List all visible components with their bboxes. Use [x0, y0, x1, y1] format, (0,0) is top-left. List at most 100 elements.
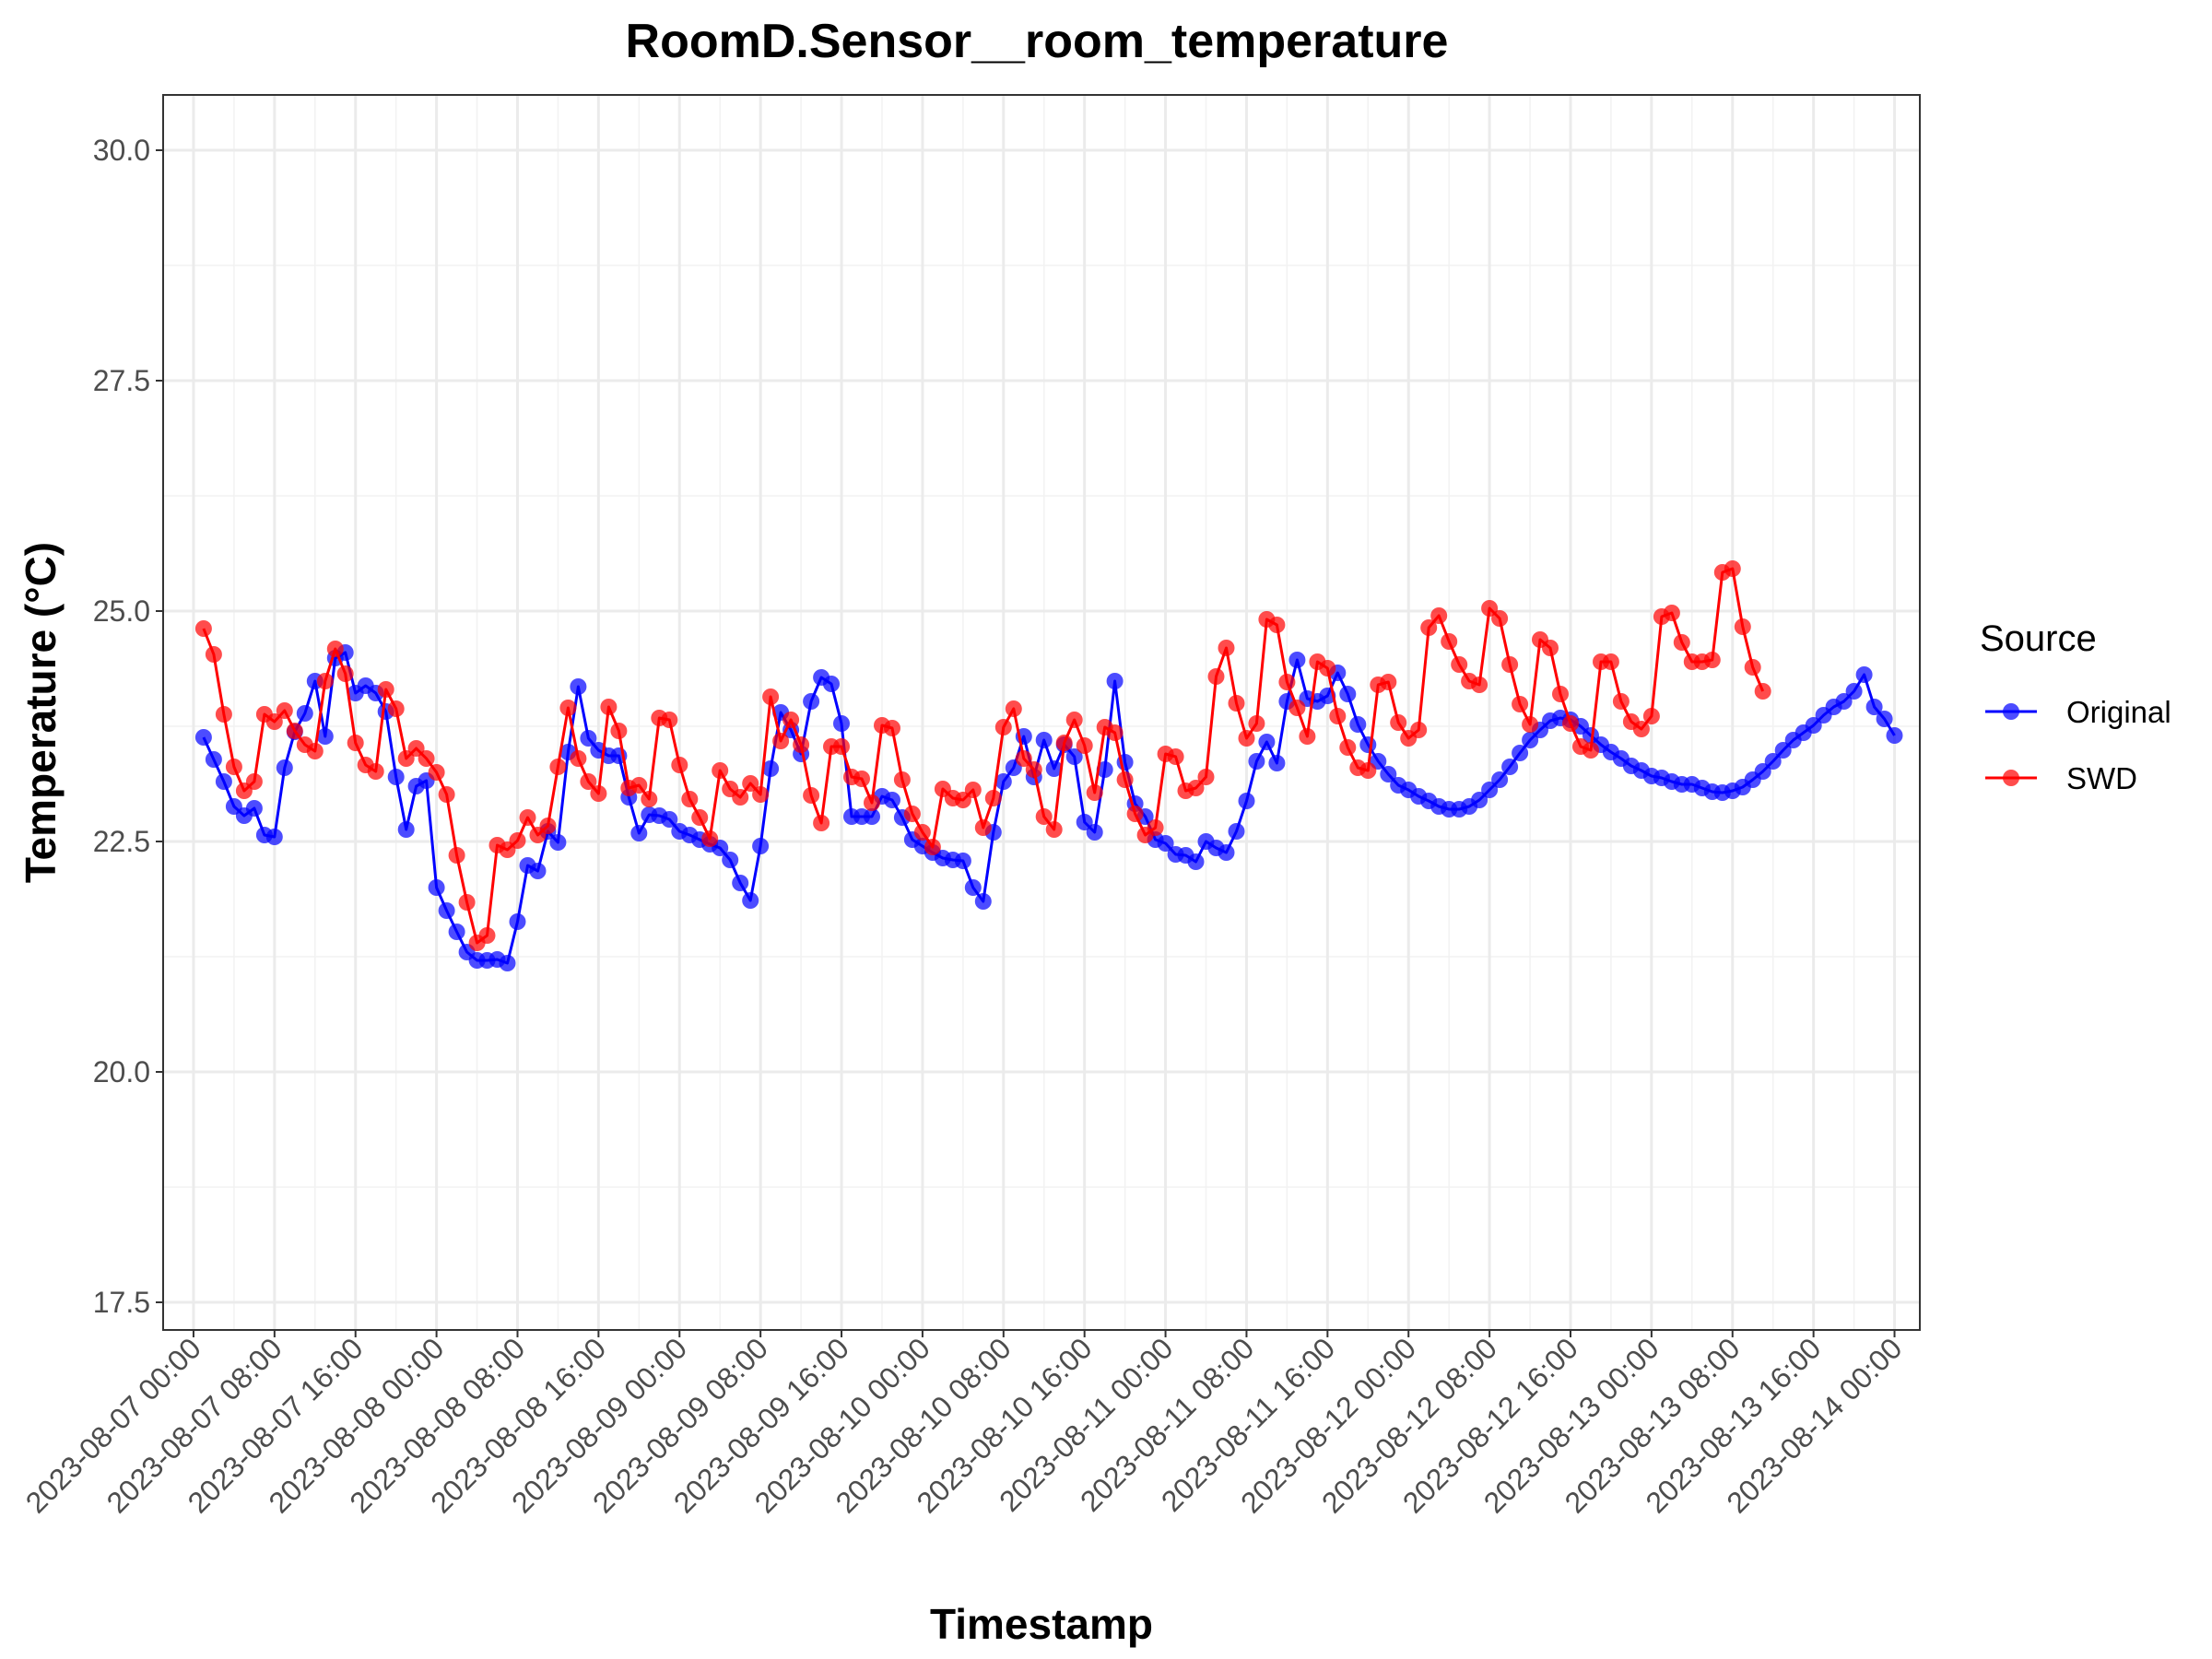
data-point-original — [387, 769, 405, 785]
data-point-original — [194, 729, 212, 746]
data-point-swd — [903, 806, 921, 822]
data-point-swd — [1451, 656, 1468, 673]
data-point-original — [1805, 717, 1822, 734]
data-point-swd — [276, 702, 293, 719]
data-point-original — [762, 760, 780, 777]
data-point-swd — [286, 723, 303, 739]
data-point-original — [1512, 745, 1529, 761]
data-point-swd — [610, 723, 628, 739]
data-point-swd — [712, 762, 729, 779]
legend-items: Original SWD — [1985, 695, 2171, 795]
data-point-original — [884, 792, 900, 808]
data-point-swd — [772, 733, 790, 749]
data-point-swd — [1359, 762, 1377, 779]
data-point-swd — [407, 740, 425, 757]
data-point-original — [448, 924, 465, 940]
data-point-original — [1157, 835, 1174, 852]
data-point-swd — [1703, 652, 1721, 668]
data-point-swd — [1501, 656, 1519, 673]
data-point-original — [732, 875, 749, 891]
legend-item-swd: SWD — [1985, 761, 2137, 795]
data-point-swd — [813, 815, 830, 831]
data-point-original — [1187, 853, 1205, 870]
data-point-original — [1380, 766, 1397, 782]
data-point-swd — [448, 847, 465, 864]
data-point-original — [752, 838, 770, 854]
data-point-swd — [1642, 708, 1660, 724]
data-point-original — [1501, 759, 1519, 775]
data-point-swd — [1015, 750, 1032, 767]
data-point-swd — [1228, 695, 1245, 712]
data-point-swd — [853, 771, 870, 787]
data-point-swd — [864, 794, 880, 811]
data-point-swd — [793, 736, 810, 753]
legend-key-point — [2003, 770, 2019, 786]
data-point-original — [1481, 782, 1499, 798]
data-point-swd — [1126, 806, 1144, 822]
data-point-original — [1359, 736, 1377, 753]
data-point-swd — [1562, 715, 1579, 732]
data-point-original — [1228, 823, 1245, 840]
chart-title: RoomD.Sensor__room_temperature — [626, 15, 1449, 68]
data-point-original — [1339, 686, 1357, 702]
data-point-swd — [1734, 618, 1751, 635]
data-point-original — [245, 800, 263, 817]
data-point-swd — [458, 894, 476, 911]
data-point-original — [1238, 793, 1255, 809]
data-point-swd — [1602, 653, 1619, 670]
data-point-swd — [1410, 722, 1428, 738]
y-tick-label: 30.0 — [93, 134, 150, 167]
data-point-swd — [1744, 659, 1761, 676]
data-point-original — [276, 759, 293, 776]
data-point-swd — [1086, 784, 1103, 801]
data-point-swd — [478, 927, 496, 944]
data-point-swd — [1065, 712, 1083, 728]
data-point-swd — [600, 699, 618, 715]
data-point-original — [265, 829, 283, 845]
data-point-swd — [681, 791, 699, 807]
data-point-original — [1471, 792, 1488, 808]
data-point-original — [438, 902, 455, 919]
data-point-swd — [661, 712, 678, 728]
data-point-swd — [641, 791, 658, 807]
legend-item-original: Original — [1985, 695, 2171, 729]
data-point-original — [215, 773, 232, 790]
data-point-swd — [1491, 610, 1509, 627]
y-axis-title: Temperature (°C) — [17, 542, 65, 883]
data-point-original — [1522, 732, 1539, 748]
data-point-swd — [1147, 819, 1164, 836]
data-point-swd — [884, 720, 900, 736]
data-point-swd — [519, 809, 536, 826]
data-point-swd — [1187, 780, 1205, 796]
data-point-swd — [590, 785, 607, 802]
data-point-swd — [964, 782, 982, 798]
data-point-swd — [418, 750, 435, 767]
data-point-original — [428, 879, 445, 896]
data-point-original — [529, 863, 547, 879]
data-point-swd — [509, 832, 526, 849]
data-point-original — [1764, 753, 1782, 770]
data-point-swd — [580, 773, 597, 790]
data-point-swd — [1673, 634, 1690, 651]
data-point-swd — [570, 750, 587, 767]
data-point-swd — [397, 750, 415, 767]
data-point-swd — [1218, 640, 1235, 656]
data-point-swd — [691, 809, 709, 826]
data-point-swd — [377, 681, 394, 698]
data-point-original — [803, 693, 820, 710]
data-point-swd — [833, 738, 850, 755]
data-point-original — [742, 892, 759, 909]
data-point-swd — [994, 719, 1012, 735]
data-point-swd — [1430, 607, 1448, 624]
legend-label: Original — [2066, 695, 2171, 729]
data-point-swd — [336, 665, 354, 682]
data-point-original — [580, 730, 597, 747]
y-tick-label: 27.5 — [93, 364, 150, 397]
data-point-swd — [326, 641, 344, 657]
data-point-swd — [367, 763, 384, 780]
x-axis-title: Timestamp — [930, 1600, 1153, 1648]
data-point-swd — [1481, 600, 1499, 617]
data-point-swd — [387, 700, 405, 717]
data-point-swd — [1329, 708, 1347, 724]
data-point-swd — [913, 824, 931, 841]
